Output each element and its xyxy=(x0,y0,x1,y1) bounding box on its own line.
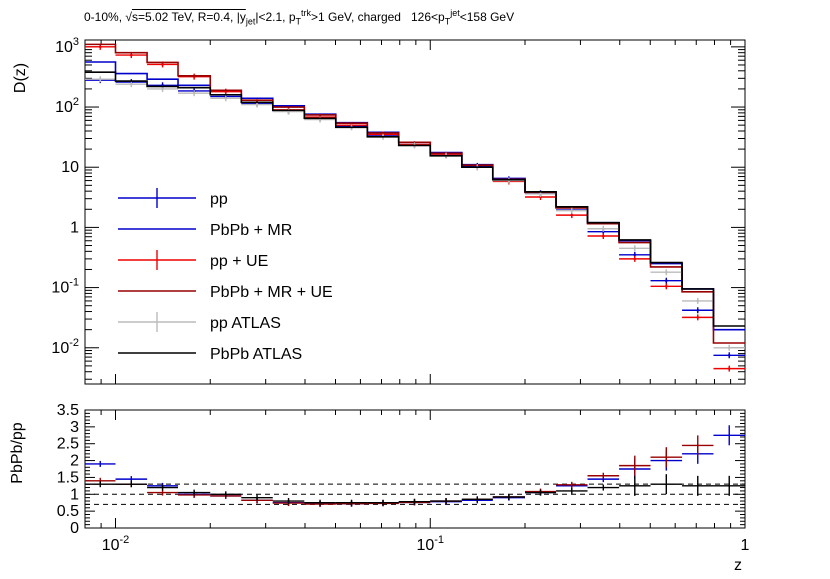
top-y-tick-label: 10-2 xyxy=(51,337,79,357)
data-point xyxy=(570,209,574,212)
series-pp xyxy=(85,77,745,359)
ratio-series-1 xyxy=(85,435,714,508)
legend-label: PbPb + MR + UE xyxy=(210,284,333,301)
header-jet-sub: jet xyxy=(245,16,256,27)
series-pbpb-mr xyxy=(85,61,745,331)
data-point xyxy=(727,346,731,350)
legend-label: pp ATLAS xyxy=(210,315,281,332)
x-tick-label: 10-1 xyxy=(416,534,444,554)
data-point xyxy=(696,316,700,319)
data-point xyxy=(633,257,637,261)
bottom-plot-frame xyxy=(84,409,746,529)
data-point xyxy=(161,63,164,66)
data-point xyxy=(601,234,605,238)
legend-label: PbPb ATLAS xyxy=(210,346,302,363)
data-point xyxy=(664,279,668,283)
data-point xyxy=(727,353,731,357)
header-energy: s=5.02 TeV, R=0.4, |y xyxy=(131,10,246,24)
bottom-y-tick-label: 0.5 xyxy=(57,503,79,520)
bottom-y-tick-label: 3.5 xyxy=(57,402,79,419)
hist-step-line xyxy=(85,43,745,344)
data-point xyxy=(539,192,542,196)
top-y-tick-label: 103 xyxy=(55,36,79,56)
bottom-y-tick-label: 0 xyxy=(70,520,79,537)
plot-header: 0-10%, √s=5.02 TeV, R=0.4, |yjet|<2.1, p… xyxy=(84,8,514,26)
series-pp-atlas xyxy=(85,76,745,351)
data-point xyxy=(129,82,133,86)
data-point xyxy=(98,77,102,81)
hist-step-line xyxy=(85,61,745,331)
top-y-tick-label: 1 xyxy=(70,219,79,236)
data-point xyxy=(633,253,637,257)
header-sqrt: √ xyxy=(125,10,132,24)
legend: pp PbPb + MR pp + UE PbPb + MR + UE pp ATLAS… xyxy=(118,188,333,363)
header-ptrange-post: <158 GeV xyxy=(459,10,515,24)
data-point xyxy=(570,213,574,217)
top-y-tick-label: 10-1 xyxy=(51,277,79,297)
bottom-y-tick-label: 1 xyxy=(70,486,79,503)
header-ptrange: 126<p xyxy=(411,10,445,24)
data-point xyxy=(696,299,700,303)
data-point xyxy=(224,96,228,100)
header-t-sub-2: T xyxy=(444,16,451,27)
series-pbpb-atlas xyxy=(85,71,745,327)
header-jet-sup: jet xyxy=(450,8,460,18)
header-centrality: 0-10%, xyxy=(84,10,123,24)
data-point xyxy=(161,87,164,91)
header-trk-sup: trk xyxy=(301,8,312,18)
hist-step-line xyxy=(85,71,745,327)
data-point xyxy=(98,45,102,49)
bottom-y-axis-label: PbPb/pp xyxy=(9,422,26,483)
top-y-axis-label: D(z) xyxy=(12,63,29,93)
header-ptcut: >1 GeV, charged xyxy=(311,10,401,24)
x-axis-label: z xyxy=(734,557,742,574)
bottom-y-tick-label: 2.5 xyxy=(57,436,79,453)
data-point xyxy=(633,246,637,250)
top-y-tick-label: 102 xyxy=(55,96,79,116)
bottom-y-tick-label: 3 xyxy=(70,419,79,436)
header-eta: |<2.1, p xyxy=(255,10,296,24)
header-t-sub: T xyxy=(295,16,302,27)
x-tick-label: 1 xyxy=(741,537,750,554)
data-point xyxy=(696,308,700,312)
bottom-y-tick-label: 2 xyxy=(70,453,79,470)
data-point xyxy=(192,91,196,95)
data-point xyxy=(664,285,668,288)
legend-label: PbPb + MR xyxy=(210,222,292,239)
data-point xyxy=(255,103,259,106)
ratio-series-2 xyxy=(85,474,745,506)
data-point xyxy=(129,53,133,57)
legend-label: pp + UE xyxy=(210,253,268,270)
data-point xyxy=(727,367,731,370)
bottom-y-tick-label: 1.5 xyxy=(57,469,79,486)
series-pbpb-mr-ue xyxy=(85,43,745,344)
top-y-tick-label: 10 xyxy=(61,159,79,176)
top-plot-frame xyxy=(84,39,746,385)
data-point xyxy=(601,227,605,231)
data-point xyxy=(664,270,668,274)
x-tick-label: 10-2 xyxy=(102,534,130,554)
legend-label: pp xyxy=(210,191,228,208)
